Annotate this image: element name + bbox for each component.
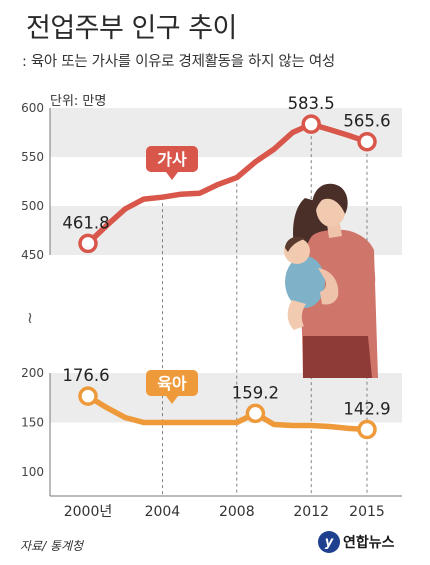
- lower-band: [50, 373, 402, 423]
- series-line-childcare: [85, 393, 370, 433]
- data-point-marker: [78, 233, 98, 254]
- series-markers: [78, 114, 377, 440]
- data-point-marker: [301, 114, 321, 134]
- skirt-shape: [303, 336, 372, 378]
- upper-y-tick-label: 450: [21, 248, 44, 262]
- baby-leg-shape: [287, 300, 306, 330]
- baby-hair-shape: [285, 236, 305, 252]
- data-label: 565.6: [343, 112, 390, 131]
- logo: y 연합뉴스: [318, 530, 395, 554]
- series-tag-housework: 가사: [146, 146, 198, 180]
- tag-text: 가사: [157, 150, 187, 169]
- data-label: 176.6: [62, 366, 109, 385]
- tag-text: 육아: [157, 374, 187, 393]
- tag-pointer: [166, 396, 178, 404]
- x-tick-label: 2012: [293, 504, 329, 520]
- x-tick-label: 2004: [145, 504, 181, 520]
- upper-y-tick-label: 500: [21, 199, 44, 213]
- hand-shape: [318, 268, 339, 305]
- baby-body-shape: [285, 256, 325, 308]
- tag-bubble: [146, 146, 198, 172]
- x-tick-labels: 2000년 2004 2008 2012 2015: [64, 504, 385, 520]
- axis-break-mark: ≀: [27, 308, 33, 327]
- data-point-marker: [357, 131, 377, 152]
- upper-y-tick-label: 600: [21, 101, 44, 115]
- data-point-marker: [245, 403, 266, 424]
- data-label: 461.8: [62, 213, 109, 232]
- data-labels: 461.8 583.5 565.6 176.6 159.2 142.9: [62, 94, 390, 418]
- series-tag-childcare: 육아: [146, 370, 198, 404]
- data-point-marker: [357, 419, 377, 440]
- hair-top-shape: [312, 183, 348, 218]
- data-label: 583.5: [288, 94, 335, 113]
- data-label: 142.9: [343, 400, 390, 419]
- tag-pointer: [166, 172, 178, 180]
- data-label: 159.2: [232, 383, 279, 402]
- tag-bubble: [146, 370, 198, 396]
- lower-y-tick-label: 150: [21, 416, 44, 430]
- y-tick-labels: 450 500 550 600 100 150 200: [21, 101, 44, 479]
- x-tick-label: 2000년: [64, 504, 113, 520]
- arm-shape: [340, 244, 376, 311]
- page-title: 전업주부 인구 추이: [26, 13, 237, 44]
- neck-shape: [327, 224, 342, 238]
- lower-y-tick-label: 200: [21, 366, 44, 380]
- upper-y-tick-label: 550: [21, 150, 44, 164]
- x-tick-label: 2008: [219, 504, 255, 520]
- logo-mark-icon: y: [318, 531, 340, 553]
- mother-baby-illustration: [284, 183, 378, 378]
- page-subtitle: : 육아 또는 가사를 이유로 경제활동을 하지 않는 여성: [22, 54, 335, 70]
- logo-text: 연합뉴스: [343, 535, 395, 551]
- lower-y-tick-label: 100: [21, 465, 44, 479]
- axis-lines: [49, 108, 402, 497]
- unit-label: 단위: 만명: [50, 94, 107, 109]
- data-point-marker: [78, 386, 98, 406]
- source-note: 자료/ 통계청: [20, 539, 84, 553]
- x-tick-label: 2015: [349, 504, 385, 520]
